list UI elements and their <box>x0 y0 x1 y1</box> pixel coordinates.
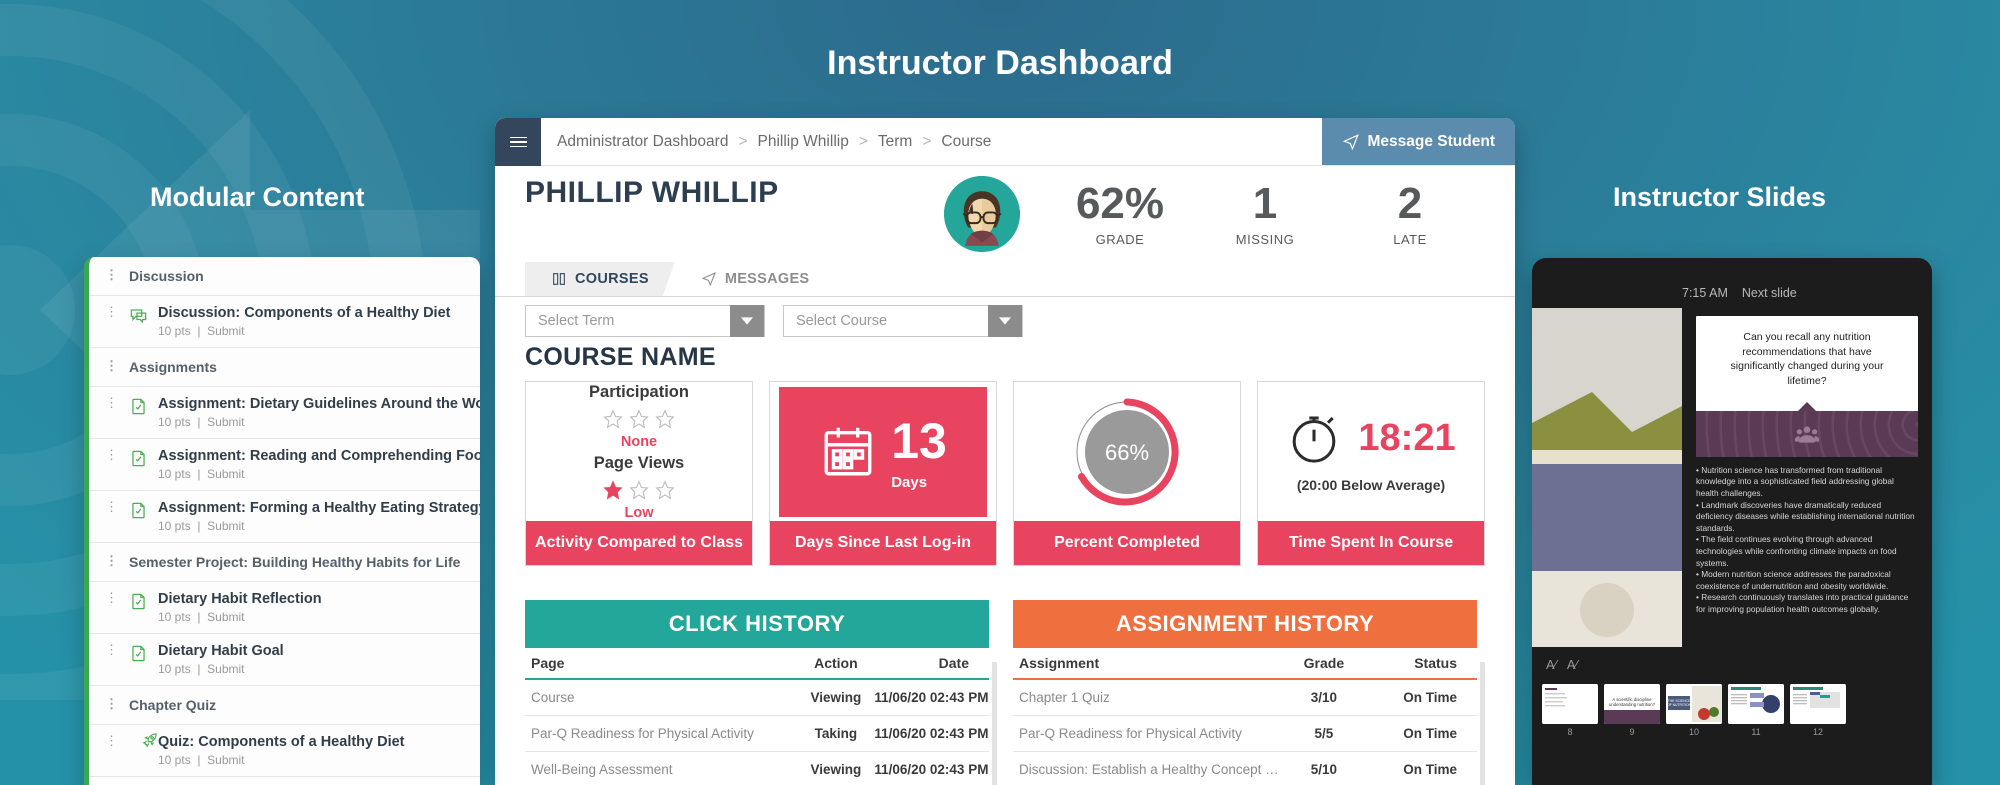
svg-text:understanding nutrition?: understanding nutrition? <box>1609 702 1656 707</box>
svg-text:OF NUTRITION: OF NUTRITION <box>1667 703 1692 707</box>
svg-text:66%: 66% <box>1105 440 1149 465</box>
